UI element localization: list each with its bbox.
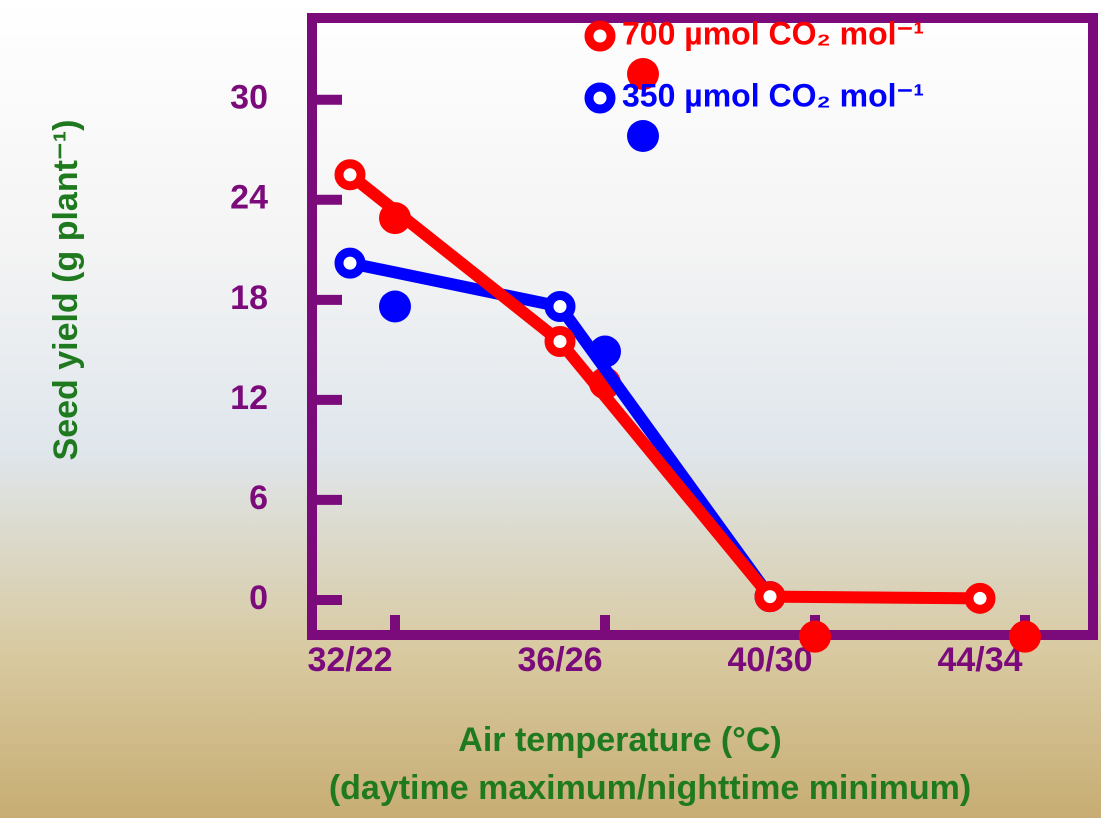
y-axis-label: Seed yield (g plant⁻¹): [47, 120, 85, 461]
x-tick-label: 40/30: [727, 641, 812, 679]
data-point: [549, 331, 571, 353]
y-tick-label: 12: [230, 379, 268, 417]
background: [0, 0, 1101, 818]
data-point: [379, 290, 411, 322]
legend-label: 350 µmol CO₂ mol⁻¹: [622, 77, 924, 113]
data-point: [969, 587, 991, 609]
y-tick-label: 0: [249, 579, 268, 617]
data-point: [549, 295, 571, 317]
x-tick-label: 32/22: [307, 641, 392, 679]
legend-marker: [589, 87, 611, 109]
data-point: [799, 621, 831, 653]
x-tick-label: 44/34: [937, 641, 1022, 679]
x-tick-label: 36/26: [517, 641, 602, 679]
legend-marker: [627, 120, 659, 152]
data-point: [1009, 621, 1041, 653]
y-tick-label: 6: [249, 479, 268, 517]
data-point: [339, 252, 361, 274]
y-tick-label: 30: [230, 79, 268, 117]
data-point: [759, 586, 781, 608]
data-point: [339, 164, 361, 186]
x-axis-label: Air temperature (°C): [458, 721, 781, 759]
x-axis-label: (daytime maximum/nighttime minimum): [329, 769, 971, 807]
legend-marker: [589, 25, 611, 47]
legend-label: 700 µmol CO₂ mol⁻¹: [622, 15, 924, 51]
y-tick-label: 18: [230, 279, 268, 317]
y-tick-label: 24: [230, 179, 268, 217]
chart: Seed yield (g plant⁻¹) Air temperature (…: [0, 0, 1101, 818]
